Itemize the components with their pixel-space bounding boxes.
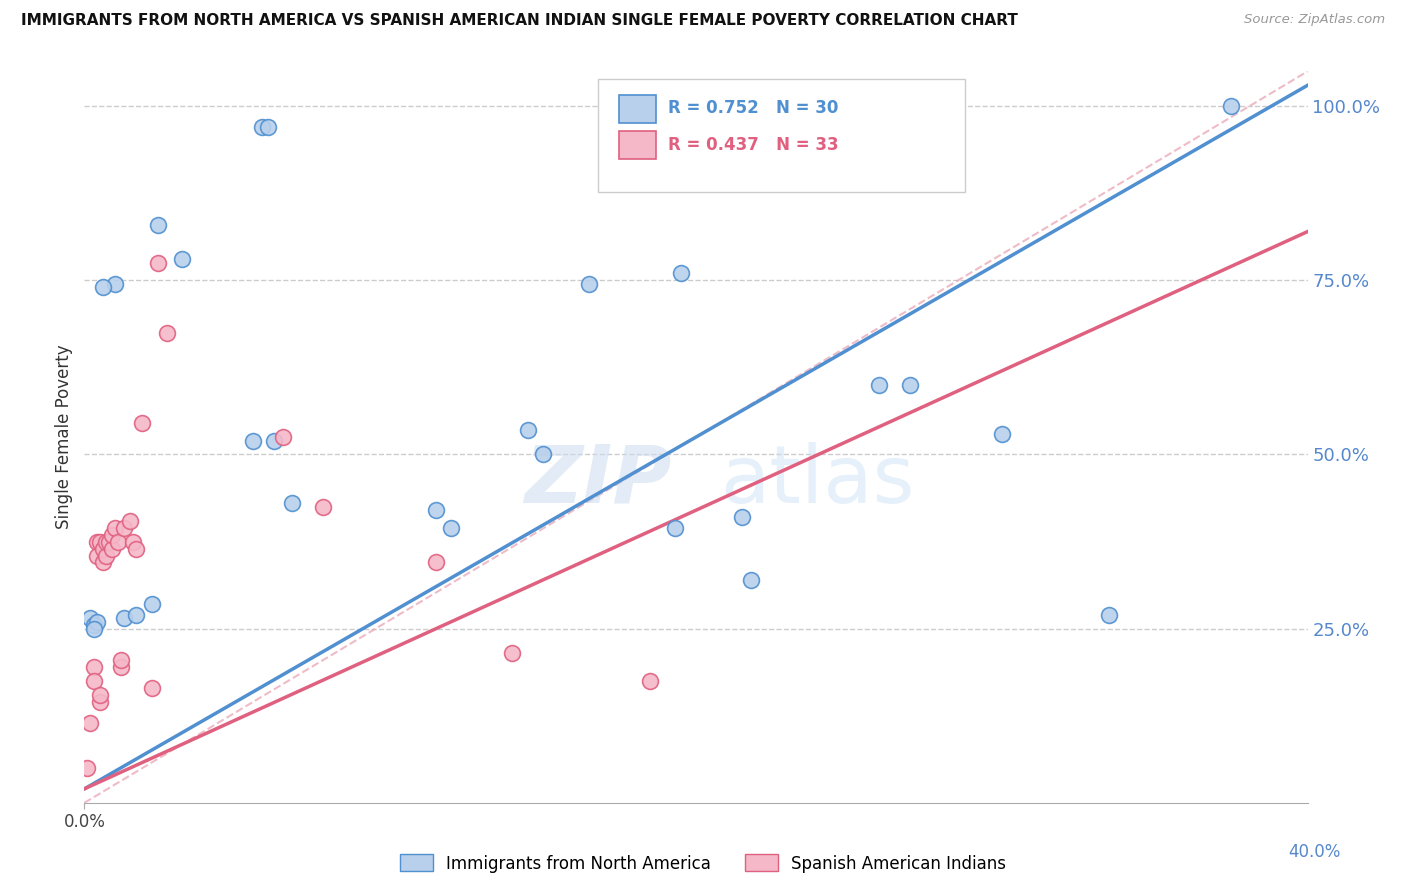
- Point: [86, 534, 108, 549]
- Point: [110, 653, 132, 667]
- Point: [131, 416, 153, 430]
- Point: [104, 277, 127, 291]
- Point: [1220, 99, 1243, 113]
- Point: [257, 120, 280, 134]
- FancyBboxPatch shape: [619, 95, 655, 122]
- Point: [101, 527, 124, 541]
- Point: [122, 534, 145, 549]
- Point: [83, 618, 105, 632]
- Point: [172, 252, 194, 267]
- Point: [312, 500, 335, 514]
- Point: [141, 597, 163, 611]
- FancyBboxPatch shape: [619, 131, 655, 159]
- Point: [242, 434, 264, 448]
- Point: [104, 521, 127, 535]
- Point: [156, 326, 179, 340]
- Text: atlas: atlas: [720, 442, 915, 520]
- Point: [91, 541, 114, 556]
- Point: [76, 761, 98, 775]
- Text: IMMIGRANTS FROM NORTH AMERICA VS SPANISH AMERICAN INDIAN SINGLE FEMALE POVERTY C: IMMIGRANTS FROM NORTH AMERICA VS SPANISH…: [21, 13, 1018, 29]
- Point: [740, 573, 762, 587]
- Point: [89, 695, 111, 709]
- Point: [112, 521, 135, 535]
- Point: [86, 549, 108, 563]
- Point: [83, 660, 105, 674]
- Point: [112, 611, 135, 625]
- Point: [86, 615, 108, 629]
- Text: R = 0.752   N = 30: R = 0.752 N = 30: [668, 99, 838, 117]
- Point: [991, 426, 1014, 441]
- Point: [271, 430, 294, 444]
- Point: [516, 423, 538, 437]
- Point: [107, 534, 129, 549]
- Point: [440, 521, 463, 535]
- Point: [94, 534, 117, 549]
- Point: [502, 646, 524, 660]
- Point: [83, 673, 105, 688]
- Y-axis label: Single Female Poverty: Single Female Poverty: [55, 345, 73, 529]
- Point: [263, 434, 285, 448]
- Point: [578, 277, 600, 291]
- Text: Source: ZipAtlas.com: Source: ZipAtlas.com: [1244, 13, 1385, 27]
- Point: [97, 534, 120, 549]
- Point: [531, 448, 554, 462]
- Point: [79, 715, 101, 730]
- Point: [125, 541, 148, 556]
- Point: [898, 377, 921, 392]
- Text: ZIP: ZIP: [524, 442, 672, 520]
- Point: [94, 549, 117, 563]
- Point: [89, 534, 111, 549]
- Point: [1098, 607, 1121, 622]
- Point: [146, 218, 169, 232]
- Point: [731, 510, 754, 524]
- Point: [250, 120, 273, 134]
- Text: 40.0%: 40.0%: [1288, 843, 1341, 861]
- Point: [91, 280, 114, 294]
- Point: [101, 541, 124, 556]
- Point: [869, 377, 891, 392]
- Point: [120, 514, 142, 528]
- Point: [79, 611, 101, 625]
- Point: [281, 496, 304, 510]
- Point: [89, 688, 111, 702]
- Point: [141, 681, 163, 695]
- Point: [669, 266, 692, 280]
- Point: [638, 673, 661, 688]
- Point: [91, 556, 114, 570]
- Point: [125, 607, 148, 622]
- Point: [425, 556, 447, 570]
- Point: [83, 622, 105, 636]
- Legend: Immigrants from North America, Spanish American Indians: Immigrants from North America, Spanish A…: [394, 847, 1012, 880]
- Point: [146, 256, 169, 270]
- Point: [110, 660, 132, 674]
- FancyBboxPatch shape: [598, 78, 965, 192]
- Point: [664, 521, 686, 535]
- Text: R = 0.437   N = 33: R = 0.437 N = 33: [668, 136, 838, 153]
- Point: [425, 503, 447, 517]
